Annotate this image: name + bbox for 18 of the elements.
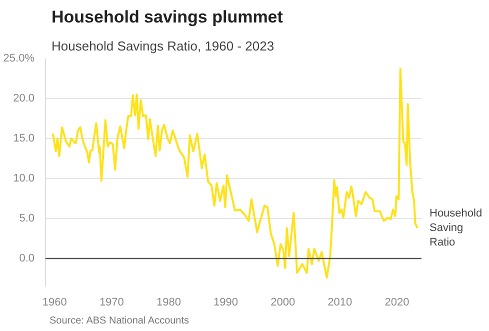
series-label: Household Saving Ratio (430, 208, 482, 248)
x-tick-label: 2010 (328, 296, 352, 308)
x-tick-label: 1960 (42, 296, 67, 308)
x-tick-label: 1980 (156, 296, 181, 308)
y-tick-label: 5.0 (19, 212, 35, 224)
chart-title: Household savings plummet (52, 8, 284, 26)
y-tick-label: 10.0 (13, 172, 35, 184)
y-tick-label: 25.0% (3, 52, 35, 64)
source-note: Source: ABS National Accounts (50, 316, 190, 326)
x-tick-label: 2020 (384, 296, 410, 308)
y-tick-label: 0.0 (19, 252, 35, 264)
y-tick-label: 20.0 (13, 92, 35, 104)
x-tick-label: 2000 (270, 296, 296, 308)
line-series (52, 68, 419, 279)
x-tick-label: 1990 (214, 296, 238, 308)
chart-subtitle: Household Savings Ratio, 1960 - 2023 (52, 38, 274, 54)
y-tick-label: 15.0 (13, 132, 35, 144)
x-tick-label: 1970 (99, 296, 124, 308)
